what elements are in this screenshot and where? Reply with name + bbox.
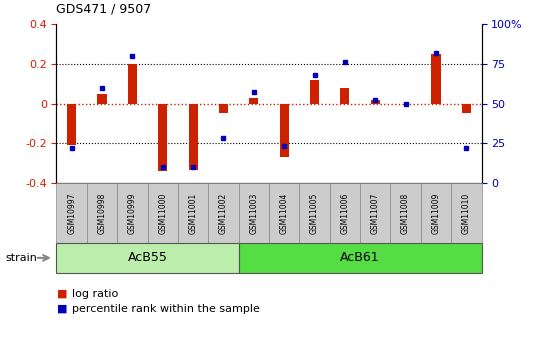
Text: GSM11006: GSM11006 bbox=[341, 193, 349, 234]
Text: GSM11004: GSM11004 bbox=[280, 193, 289, 234]
Text: AcB61: AcB61 bbox=[340, 252, 380, 264]
Bar bbox=[371, 99, 380, 104]
Text: GSM11007: GSM11007 bbox=[371, 193, 380, 234]
Bar bbox=[431, 54, 441, 104]
Text: GSM11008: GSM11008 bbox=[401, 193, 410, 234]
Bar bbox=[462, 104, 471, 114]
Bar bbox=[128, 64, 137, 104]
Text: GSM11009: GSM11009 bbox=[431, 193, 441, 234]
Bar bbox=[188, 104, 197, 170]
Text: GSM11000: GSM11000 bbox=[158, 193, 167, 234]
Text: GSM11003: GSM11003 bbox=[249, 193, 258, 234]
Text: ■: ■ bbox=[56, 304, 67, 314]
Bar bbox=[97, 93, 107, 104]
Text: GSM10998: GSM10998 bbox=[97, 193, 107, 234]
Bar bbox=[158, 104, 167, 171]
Text: GSM10997: GSM10997 bbox=[67, 192, 76, 234]
Text: GSM10999: GSM10999 bbox=[128, 192, 137, 234]
Text: strain: strain bbox=[5, 253, 37, 263]
Text: GSM11010: GSM11010 bbox=[462, 193, 471, 234]
Text: GDS471 / 9507: GDS471 / 9507 bbox=[56, 2, 152, 16]
Bar bbox=[280, 104, 289, 157]
Bar bbox=[310, 80, 319, 104]
Bar bbox=[249, 98, 258, 104]
Bar bbox=[219, 104, 228, 114]
Text: GSM11002: GSM11002 bbox=[219, 193, 228, 234]
Text: AcB55: AcB55 bbox=[128, 252, 167, 264]
Text: percentile rank within the sample: percentile rank within the sample bbox=[72, 304, 259, 314]
Bar bbox=[67, 104, 76, 145]
Text: ■: ■ bbox=[56, 289, 67, 299]
Bar bbox=[341, 88, 350, 103]
Text: log ratio: log ratio bbox=[72, 289, 118, 299]
Text: GSM11005: GSM11005 bbox=[310, 193, 319, 234]
Text: GSM11001: GSM11001 bbox=[189, 193, 197, 234]
